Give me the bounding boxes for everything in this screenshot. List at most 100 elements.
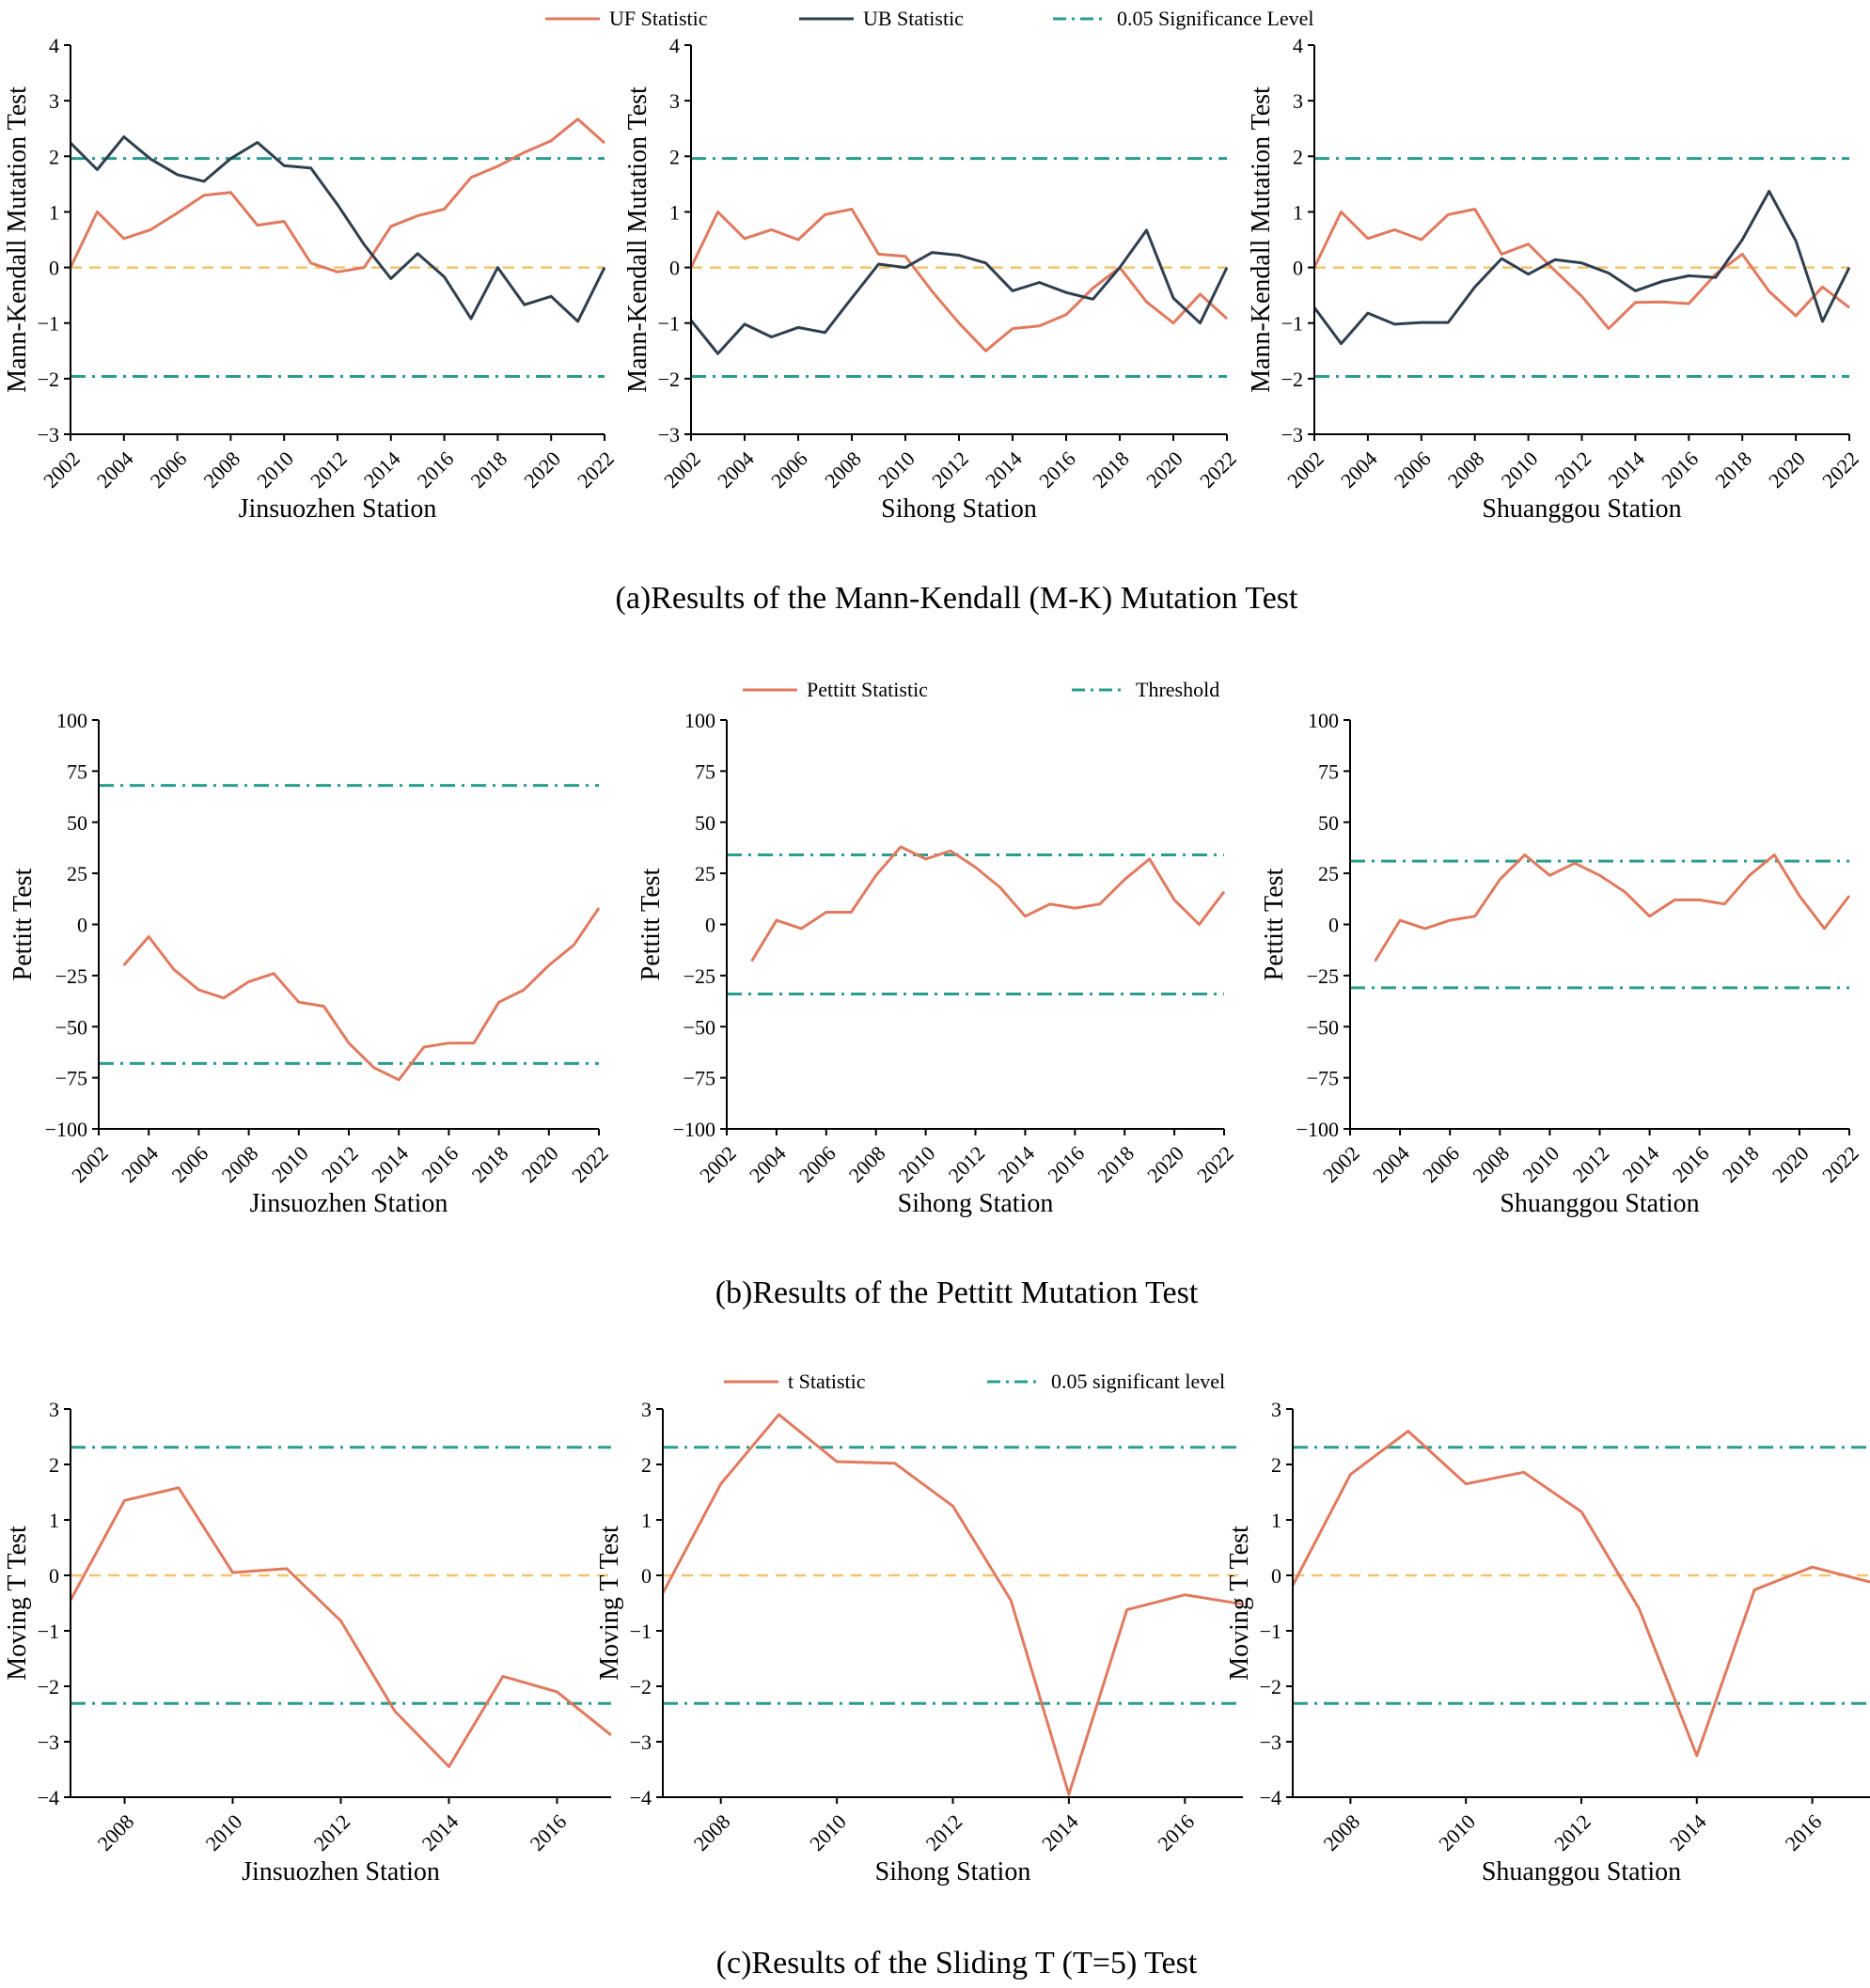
x-tick-label: 2008 [198,446,244,493]
y-tick-label: −2 [658,368,680,391]
series-line-t-statistic [661,1413,1244,1796]
y-tick-label: −3 [38,1730,59,1754]
x-tick-label: 2012 [944,1141,990,1187]
y-tick-label: −2 [630,1675,652,1698]
x-tick-label: 2018 [1710,446,1756,493]
legend-label: Pettitt Statistic [807,678,928,701]
x-tick-label: 2008 [1468,1141,1514,1187]
x-tick-label: 2008 [844,1141,890,1187]
y-axis-title: Pettitt Test [8,868,38,980]
y-tick-label: −4 [630,1786,652,1809]
x-tick-label: 2010 [805,1809,851,1855]
y-tick-label: −100 [1296,1118,1339,1141]
x-tick-label: 2014 [367,1141,413,1187]
y-tick-label: 25 [1318,862,1339,885]
x-axis-title: Jinsuozhen Station [242,1857,440,1886]
y-tick-label: 1 [49,200,59,224]
x-tick-label: 2020 [1764,446,1810,493]
x-tick-label: 2006 [1418,1141,1464,1187]
y-tick-label: −1 [658,312,680,336]
x-tick-label: 2006 [166,1141,212,1187]
y-tick-label: −2 [1260,1675,1281,1698]
y-tick-label: 1 [1293,200,1303,224]
y-tick-label: −1 [1281,312,1303,336]
x-tick-label: 2002 [1282,446,1328,493]
x-tick-label: 2020 [1768,1141,1814,1187]
x-tick-label: 2018 [465,446,511,493]
x-tick-label: 2016 [416,1141,463,1187]
y-tick-label: 1 [641,1509,652,1532]
x-tick-label: 2016 [1153,1809,1199,1855]
x-tick-label: 2002 [39,446,85,493]
y-tick-label: 0 [669,257,680,280]
y-tick-label: 50 [1318,811,1339,835]
x-tick-label: 2004 [1368,1141,1414,1187]
y-tick-label: 0 [49,1564,59,1588]
series-line-uf-statistic [1312,208,1850,331]
legend-label: Threshold [1136,678,1219,701]
y-axis-title: Moving T Test [1225,1526,1254,1681]
y-tick-label: 2 [49,145,59,168]
y-tick-label: 100 [1308,709,1339,732]
x-tick-label: 2022 [573,446,619,493]
x-tick-label: 2016 [526,1809,572,1855]
x-tick-label: 2018 [467,1141,513,1187]
y-tick-label: −25 [684,964,715,988]
x-tick-label: 2022 [1192,1141,1238,1187]
x-tick-label: 2012 [927,446,973,493]
x-tick-label: 2012 [1549,1809,1595,1855]
x-tick-label: 2012 [921,1809,967,1855]
x-tick-label: 2018 [1088,446,1134,493]
x-tick-label: 2012 [309,1809,355,1855]
x-tick-label: 2020 [519,446,565,493]
x-tick-label: 2008 [1443,446,1489,493]
x-tick-label: 2016 [413,446,459,493]
x-tick-label: 2004 [745,1141,791,1187]
y-tick-label: −1 [38,1620,59,1643]
x-tick-label: 2022 [1195,446,1241,493]
y-tick-label: −50 [684,1015,715,1039]
y-axis-title: Moving T Test [3,1526,32,1681]
chart-tt-jinsuozhen: −4 −3 −2 −1 0 1 2 3 2008 2010 2012 2014 2016 Jinsuozh… [3,1398,612,1886]
chart-tt-sihong: −4 −3 −2 −1 0 1 2 3 2008 2010 2012 2014 2016 Sihong S… [595,1398,1244,1886]
legend-c: t Statistic 0.05 significant level [724,1370,1225,1393]
chart-tt-shuanggou: −4 −3 −2 −1 0 1 2 3 2008 2010 2012 2014 2016 Shuanggo… [1225,1398,1870,1886]
series-line-ub-statistic [69,135,606,323]
x-tick-label: 2018 [1092,1141,1139,1187]
y-tick-label: 2 [669,145,680,168]
y-axis-title: Moving T Test [595,1526,624,1681]
y-tick-label: 25 [67,862,87,885]
x-tick-label: 2020 [517,1141,563,1187]
x-tick-label: 2010 [873,446,919,493]
y-tick-label: −4 [1260,1786,1281,1809]
series-line-uf-statistic [689,208,1229,352]
y-tick-label: 3 [49,89,59,113]
y-tick-label: 1 [49,1509,59,1532]
x-tick-label: 2016 [1034,446,1080,493]
x-tick-label: 2016 [1043,1141,1089,1187]
x-tick-label: 2022 [1817,446,1863,493]
x-tick-label: 2004 [713,446,759,493]
y-axis-title: Mann-Kendall Mutation Test [3,86,32,393]
x-tick-label: 2006 [146,446,192,493]
series-line-t-statistic [69,1486,612,1768]
x-tick-label: 2006 [1390,446,1436,493]
y-tick-label: −3 [38,423,59,446]
x-axis-title: Shuanggou Station [1482,494,1681,524]
x-axis-title: Sihong Station [875,1857,1031,1886]
y-tick-label: 0 [1328,914,1339,937]
x-tick-label: 2004 [117,1141,163,1187]
x-tick-label: 2010 [894,1141,940,1187]
x-tick-label: 2012 [317,1141,363,1187]
x-tick-label: 2002 [1318,1141,1364,1187]
y-tick-label: 0 [1271,1564,1281,1588]
caption-mk-test: (a)Results of the Mann-Kendall (M-K) Mut… [615,581,1298,616]
x-axis-title: Shuanggou Station [1500,1189,1699,1218]
x-axis-title: Sihong Station [881,494,1037,524]
x-tick-label: 2014 [359,446,405,493]
y-tick-label: 3 [641,1398,652,1421]
